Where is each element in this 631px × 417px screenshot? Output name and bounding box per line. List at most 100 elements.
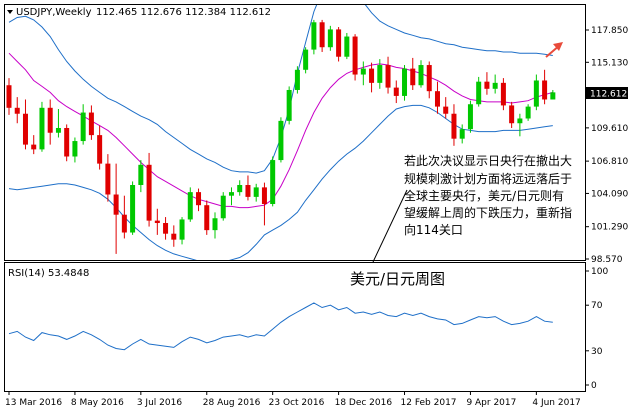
rsi-tick-label: 70: [591, 301, 603, 311]
time-tick-label: 3 Jul 2016: [137, 398, 182, 408]
candle-body: [303, 49, 309, 70]
annotation-line: 若此次决议显示日央行在撤出大: [404, 153, 572, 168]
candle-body: [311, 22, 317, 50]
candle-body: [253, 187, 259, 197]
candle-body: [204, 205, 210, 231]
candle-body: [336, 29, 342, 57]
candle-body: [344, 36, 350, 57]
candle-body: [55, 127, 61, 133]
candle-body: [393, 87, 399, 96]
candle-body: [525, 106, 531, 119]
time-tick-label: 18 Dec 2016: [335, 398, 393, 408]
candle-body: [138, 164, 144, 186]
candle-body: [105, 163, 111, 195]
symbol-dropdown-icon[interactable]: [7, 10, 13, 14]
candle-body: [97, 135, 103, 164]
rsi-tick-label: 100: [591, 267, 608, 277]
symbol-label: USDJPY,Weekly: [16, 7, 92, 18]
time-tick-label: 9 Apr 2017: [466, 398, 516, 408]
candle-body: [476, 81, 482, 105]
candle-body: [130, 185, 136, 233]
rsi-layer: [8, 302, 553, 351]
candle-body: [443, 106, 449, 114]
rsi-panel-frame: [4, 262, 586, 392]
main-panel-frame: [4, 4, 586, 261]
candle-body: [187, 192, 193, 220]
candle-body: [426, 65, 432, 92]
price-tick-label: 117.850: [591, 26, 628, 36]
price-tick-label: 104.090: [591, 189, 628, 199]
candle-body: [294, 69, 300, 90]
candle-body: [467, 104, 473, 130]
time-tick-label: 12 Feb 2017: [401, 398, 457, 408]
price-tick-label: 106.810: [591, 157, 628, 167]
candle-body: [451, 113, 457, 139]
candle-body: [484, 81, 490, 89]
candle-body: [509, 105, 515, 124]
candle-body: [377, 65, 383, 83]
rsi-tick-label: 0: [591, 381, 597, 391]
time-tick-label: 28 Aug 2016: [203, 398, 261, 408]
ohlc-quote: 112.465 112.676 112.384 112.612: [96, 7, 271, 18]
candle-body: [39, 107, 45, 150]
annotation-text: 若此次决议显示日央行在撤出大 规模刺激计划方面将远远落后于 全球主要央行，美元/…: [404, 153, 576, 237]
candle-body: [47, 107, 53, 133]
candle-body: [278, 120, 284, 161]
candle-body: [14, 107, 20, 114]
candle-body: [245, 185, 251, 197]
candle-body: [402, 68, 408, 96]
price-tick-label: 115.130: [591, 58, 628, 68]
candle-body: [261, 187, 267, 205]
time-tick-label: 13 Mar 2016: [5, 398, 62, 408]
candle-body: [410, 68, 416, 86]
candle-body: [360, 68, 366, 75]
annotation-line: 望缓解上周的下跌压力，重新指: [404, 205, 572, 220]
candle-body: [22, 113, 28, 145]
candle-body: [228, 192, 234, 196]
time-tick-label: 8 May 2016: [71, 398, 124, 408]
rsi-tick-label: 30: [591, 347, 603, 357]
candle-body: [31, 144, 37, 150]
candle-body: [500, 82, 506, 106]
candles-layer: [6, 19, 556, 254]
candle-body: [270, 160, 276, 205]
time-axis: 13 Mar 2016 8 May 2016 3 Jul 2016 28 Aug 20…: [5, 391, 581, 408]
time-tick-label: 4 Jun 2017: [532, 398, 580, 408]
candle-body: [64, 127, 70, 157]
price-tick-label: 98.570: [591, 255, 623, 265]
candle-body: [196, 192, 202, 206]
candle-body: [550, 92, 556, 100]
candle-body: [418, 65, 424, 86]
price-axis: 117.850115.130112.390109.610106.810104.0…: [585, 26, 628, 391]
rsi-line: [8, 302, 553, 351]
candle-body: [533, 80, 539, 107]
price-tick-label: 109.610: [591, 124, 628, 134]
last-price-tag: [586, 87, 628, 99]
chart-caption: 美元/日元周图: [350, 270, 445, 288]
price-tick-label: 101.290: [591, 223, 628, 233]
annotation-line: 向114关口: [404, 222, 463, 237]
candle-body: [542, 80, 548, 100]
candle-body: [459, 129, 465, 139]
candle-body: [72, 141, 78, 157]
annotation-line: 全球主要央行，美元/日元则有: [404, 188, 564, 203]
annotation-line: 规模刺激计划方面将远远落后于: [404, 171, 572, 186]
candle-body: [163, 223, 169, 234]
moving-average-line: [8, 52, 553, 209]
candle-body: [327, 29, 333, 48]
time-tick-label: 23 Oct 2016: [269, 398, 325, 408]
candle-body: [385, 65, 391, 88]
candle-body: [369, 68, 375, 83]
candle-body: [352, 36, 358, 75]
candle-body: [434, 91, 440, 107]
candle-body: [286, 89, 292, 121]
candle-body: [154, 220, 160, 224]
candle-body: [319, 22, 325, 48]
candle-body: [6, 85, 12, 108]
uptrend-arrow-icon: [545, 42, 563, 58]
candle-body: [220, 195, 226, 219]
candle-body: [492, 82, 498, 89]
candle-body: [517, 118, 523, 124]
candle-body: [237, 185, 243, 193]
